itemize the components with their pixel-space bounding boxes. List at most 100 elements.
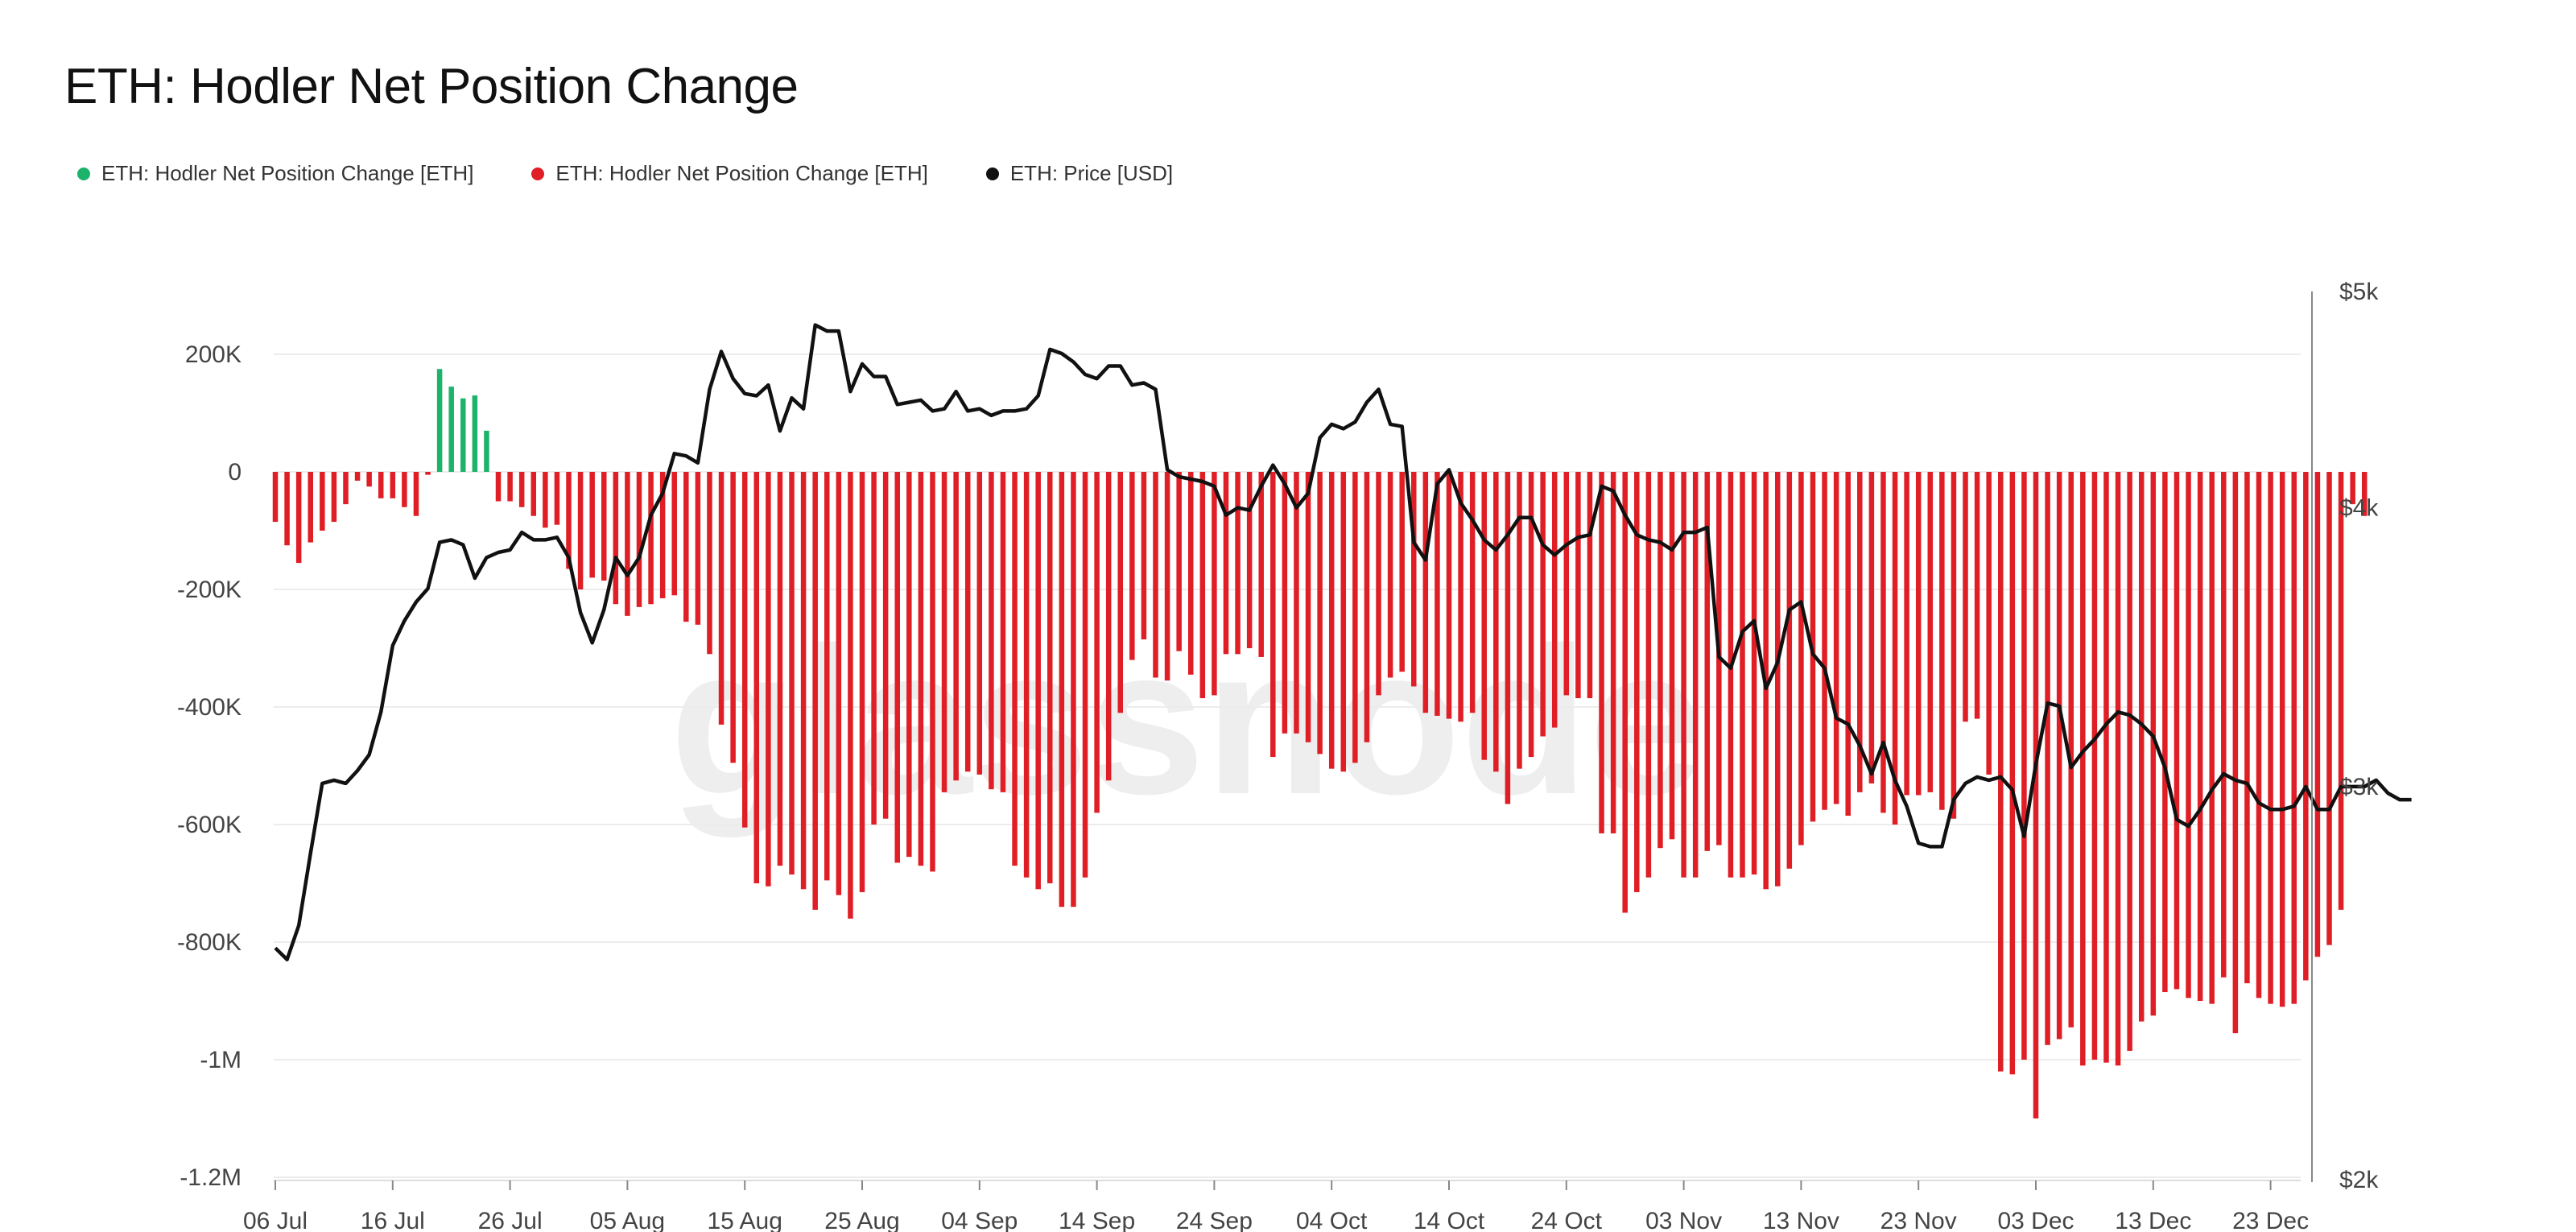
bar — [1798, 472, 1804, 845]
bar — [1176, 472, 1182, 651]
bar — [436, 369, 443, 472]
bar — [1458, 472, 1463, 722]
bar — [448, 387, 454, 472]
bar — [2291, 472, 2297, 1004]
bar — [1622, 472, 1628, 913]
bar — [2127, 472, 2132, 1052]
bar — [1634, 472, 1640, 892]
bar — [1551, 472, 1558, 728]
price-line — [274, 323, 2412, 961]
legend-item-positive[interactable]: ETH: Hodler Net Position Change [ETH] — [77, 161, 473, 186]
bar — [1129, 472, 1135, 660]
bar — [1199, 472, 1206, 699]
bar — [2303, 472, 2309, 981]
bar — [1422, 472, 1429, 713]
bar — [343, 472, 349, 505]
bar — [836, 472, 842, 895]
bar — [1540, 472, 1546, 737]
bar — [1517, 472, 1522, 769]
bar — [354, 472, 361, 481]
bar — [2268, 472, 2273, 1004]
bar — [976, 472, 983, 775]
bar — [718, 472, 724, 725]
bar — [1974, 472, 1980, 719]
bar — [1153, 472, 1158, 678]
bar — [1951, 472, 1957, 819]
chart-title: ETH: Hodler Net Position Change — [64, 59, 799, 114]
bar — [1493, 472, 1499, 772]
y-tick-label-right: $5k — [2339, 279, 2379, 305]
bar — [460, 398, 466, 472]
bar — [1411, 472, 1417, 687]
bar — [1880, 472, 1886, 813]
axes: 200K 0 -200K -400K -600K -800K -1M -1.2M $5k $4k $… — [177, 279, 2379, 1232]
bar — [472, 395, 478, 472]
bar — [1270, 472, 1276, 758]
bar — [2256, 472, 2262, 998]
bar — [1786, 472, 1793, 869]
bar — [1704, 472, 1711, 851]
bar — [1282, 472, 1288, 734]
x-tick-label: 04 Oct — [1296, 1208, 1368, 1232]
bar — [2314, 472, 2321, 957]
bar — [789, 472, 795, 875]
legend-item-negative[interactable]: ETH: Hodler Net Position Change [ETH] — [531, 161, 928, 186]
bar — [2091, 472, 2098, 1060]
bar — [659, 472, 666, 598]
bar — [2021, 472, 2027, 1060]
y-tick-label-left: 200K — [185, 341, 242, 368]
bar — [1328, 472, 1335, 769]
bar — [918, 472, 924, 866]
bar — [1399, 472, 1405, 672]
x-tick-label: 03 Nov — [1645, 1208, 1722, 1232]
bar — [1059, 472, 1065, 907]
bar — [530, 472, 537, 516]
x-tick-label: 23 Nov — [1880, 1208, 1957, 1232]
bar — [1774, 472, 1781, 887]
y-tick-label-left: 0 — [228, 459, 242, 486]
bar — [1868, 472, 1875, 783]
bar — [1927, 472, 1934, 792]
bar — [2033, 472, 2039, 1118]
x-tick-label: 14 Sep — [1059, 1208, 1135, 1232]
bar — [1023, 472, 1030, 878]
bar — [906, 472, 912, 858]
legend-label-positive: ETH: Hodler Net Position Change [ETH] — [101, 161, 474, 185]
bar — [543, 472, 548, 528]
x-tick-label: 24 Sep — [1176, 1208, 1253, 1232]
bar — [1751, 472, 1757, 875]
bar — [390, 472, 396, 498]
legend-label-negative: ETH: Hodler Net Position Change [ETH] — [555, 161, 928, 185]
bar — [1340, 472, 1347, 772]
y-tick-label-right: $3k — [2339, 774, 2379, 800]
bar — [848, 472, 853, 919]
bar — [2103, 472, 2109, 1063]
bar — [695, 472, 701, 625]
bar — [1610, 472, 1616, 833]
bar — [882, 472, 889, 819]
bar — [730, 472, 736, 763]
y-tick-label-left: -1M — [200, 1047, 242, 1073]
bar — [1105, 472, 1112, 781]
x-tick-label: 04 Sep — [941, 1208, 1018, 1232]
bar — [1035, 472, 1041, 890]
bar — [1469, 472, 1476, 713]
bar — [1364, 472, 1370, 742]
legend-item-price[interactable]: ETH: Price [USD] — [985, 161, 1173, 186]
bar — [2115, 472, 2121, 1066]
bar — [1246, 472, 1253, 648]
bar — [1998, 472, 2004, 1072]
bar — [707, 472, 712, 655]
bar — [1071, 472, 1076, 907]
bar — [1317, 472, 1323, 754]
bar — [1904, 472, 1909, 796]
bar — [1235, 472, 1241, 655]
bar-series — [272, 369, 2368, 1118]
x-tick-label: 26 Jul — [478, 1208, 543, 1232]
bar — [648, 472, 654, 605]
bar — [2150, 472, 2157, 1016]
bar — [753, 472, 760, 883]
bar — [1845, 472, 1851, 817]
x-tick-label: 03 Dec — [1997, 1208, 2074, 1232]
bar — [1187, 472, 1194, 675]
